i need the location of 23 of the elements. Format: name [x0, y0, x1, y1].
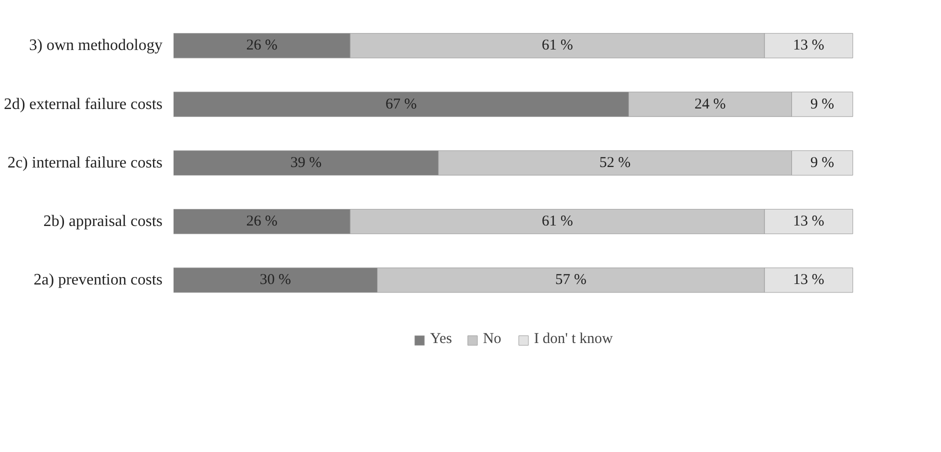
data-label: 9 % [810, 154, 834, 171]
y-tick-label: 2d) external failure costs [4, 96, 163, 113]
y-tick-label: 2a) prevention costs [34, 272, 163, 289]
data-label: 67 % [385, 96, 417, 112]
data-label: 13 % [793, 38, 824, 54]
data-label: 26 % [246, 214, 278, 230]
y-tick-label: 3) own methodology [29, 37, 163, 54]
data-label: 30 % [260, 272, 292, 288]
legend-label: Yes [430, 331, 452, 348]
data-label: 24 % [694, 96, 726, 112]
data-label: 61 % [542, 214, 573, 230]
data-label: 13 % [793, 214, 824, 230]
data-label: 9 % [810, 96, 834, 112]
legend-label: No [482, 331, 502, 348]
data-label: 61 % [542, 38, 573, 54]
y-tick-label: 2c) internal failure costs [7, 154, 162, 172]
data-label: 13 % [793, 272, 824, 288]
data-label: 52 % [599, 154, 631, 171]
data-label: 26 % [246, 38, 278, 54]
legend-label: I don' t know [534, 331, 613, 348]
data-label: 57 % [555, 272, 587, 288]
data-label: 39 % [290, 154, 322, 171]
y-tick-label: 2b) appraisal costs [43, 213, 162, 230]
